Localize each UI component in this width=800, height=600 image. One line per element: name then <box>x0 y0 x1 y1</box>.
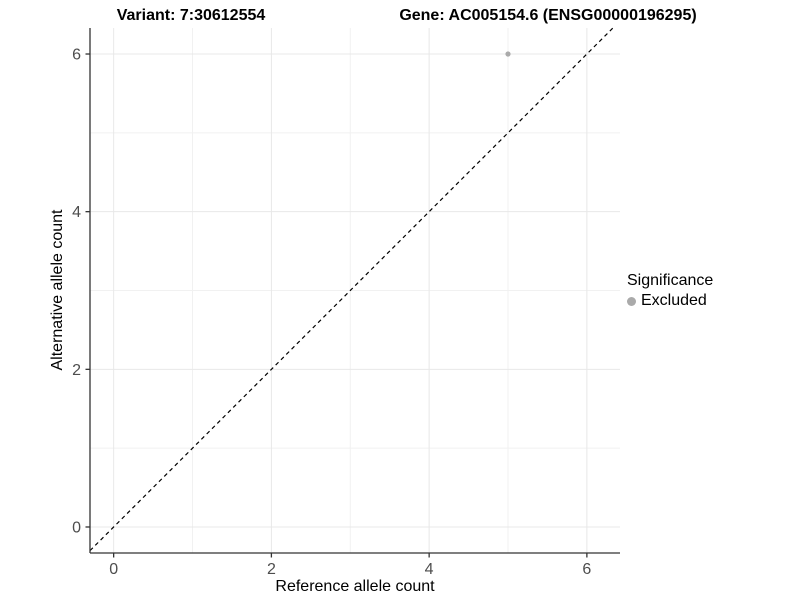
svg-text:2: 2 <box>72 362 81 379</box>
svg-text:2: 2 <box>267 561 276 578</box>
legend-title: Significance <box>627 272 714 289</box>
svg-text:6: 6 <box>72 47 81 64</box>
y-axis-title: Alternative allele count <box>49 209 66 371</box>
svg-text:4: 4 <box>425 561 434 578</box>
svg-text:0: 0 <box>109 561 118 578</box>
svg-text:6: 6 <box>582 561 591 578</box>
legend: Significance Excluded <box>627 272 713 310</box>
gene-title: Gene: AC005154.6 (ENSG00000196295) <box>399 7 697 24</box>
legend-point-icon <box>627 296 636 306</box>
svg-text:0: 0 <box>72 519 81 536</box>
svg-text:4: 4 <box>72 204 81 221</box>
x-axis-title: Reference allele count <box>275 578 435 595</box>
variant-title: Variant: 7:30612554 <box>116 7 266 24</box>
legend-item-excluded: Excluded <box>627 292 713 310</box>
legend-item-label: Excluded <box>641 292 707 309</box>
